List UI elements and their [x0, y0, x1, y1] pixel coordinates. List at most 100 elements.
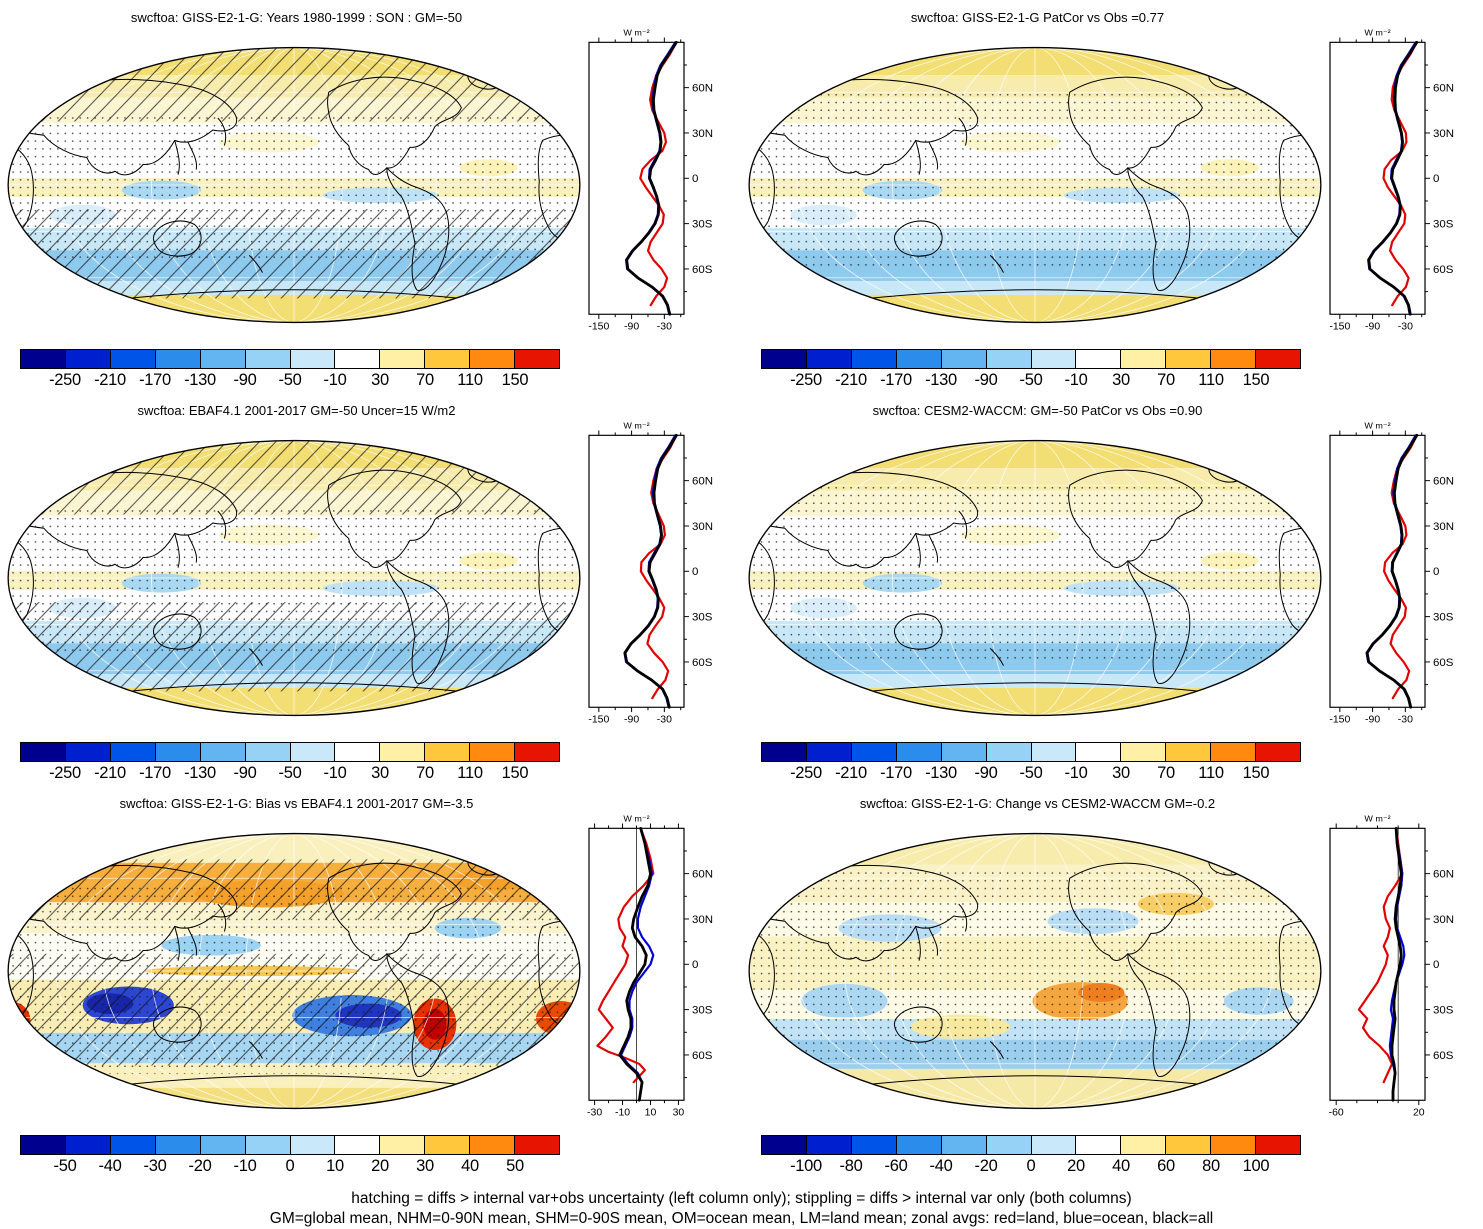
- panel-title: swcftoa: GISS-E2-1-G: Change vs CESM2-WA…: [859, 796, 1216, 811]
- colorbar-tick-label: -10: [323, 371, 347, 389]
- colorbar-cell: [379, 350, 425, 368]
- colorbar-tick-label: 110: [1198, 764, 1224, 782]
- colorbar-tick-label: 150: [1242, 371, 1270, 389]
- svg-text:60S: 60S: [1433, 264, 1453, 276]
- caption-line-2: GM=global mean, NHM=0-90N mean, SHM=0-90…: [269, 1210, 1214, 1228]
- colorbar-cell: [21, 1136, 65, 1154]
- panel-body: W m⁻² -150 -90 -30 60N 30N 0 30S 60S: [745, 27, 1483, 343]
- colorbar-cells: [761, 349, 1301, 369]
- svg-text:30S: 30S: [692, 612, 712, 624]
- colorbar-tick-label: 100: [1242, 1157, 1270, 1175]
- colorbar-cell: [1165, 1136, 1211, 1154]
- colorbar-cell: [850, 743, 896, 761]
- world-map-climatology: [748, 46, 1322, 324]
- svg-text:W m⁻²: W m⁻²: [623, 814, 649, 824]
- colorbar-cell: [379, 1136, 425, 1154]
- panel-title: swcftoa: GISS-E2-1-G: Years 1980-1999 : …: [130, 10, 463, 25]
- svg-text:30N: 30N: [1433, 128, 1454, 140]
- colorbar-cell: [895, 1136, 941, 1154]
- colorbar-tick-label: 150: [1242, 764, 1270, 782]
- svg-text:60N: 60N: [692, 476, 713, 488]
- svg-text:60S: 60S: [692, 264, 712, 276]
- colorbar-tick-label: -40: [98, 1157, 122, 1175]
- colorbar-tick-label: -90: [233, 371, 257, 389]
- svg-text:30N: 30N: [1433, 914, 1454, 926]
- svg-text:0: 0: [1433, 566, 1439, 578]
- colorbar-tick-label: -210: [835, 371, 867, 389]
- colorbar-cell: [1210, 350, 1256, 368]
- svg-text:W m⁻²: W m⁻²: [1364, 814, 1390, 824]
- panel-body: W m⁻² -30 -10 10 30 60N 30N 0 30S 60S: [4, 813, 743, 1129]
- colorbar-cell: [154, 1136, 200, 1154]
- colorbar-cell: [1165, 350, 1211, 368]
- colorbar-cell: [940, 1136, 986, 1154]
- colorbar-tick-label: -170: [139, 764, 171, 782]
- svg-text:W m⁻²: W m⁻²: [1364, 28, 1390, 38]
- colorbar-tick-label: 40: [461, 1157, 479, 1175]
- colorbar-tick-label: 40: [1112, 1157, 1130, 1175]
- svg-text:0: 0: [692, 173, 698, 185]
- colorbar-cell: [469, 1136, 515, 1154]
- colorbar-cell: [1120, 1136, 1166, 1154]
- svg-text:-150: -150: [1329, 322, 1350, 333]
- zonal-mean-plot: W m⁻² -150 -90 -30 60N 30N 0 30S 60S: [588, 421, 713, 726]
- zonal-mean-plot: W m⁻² -150 -90 -30 60N 30N 0 30S 60S: [1329, 421, 1454, 726]
- colorbar-tick-label: -130: [925, 371, 957, 389]
- colorbar: -250 -210 -170 -130 -90 -50 -10 30 70 110 150: [20, 742, 560, 784]
- colorbar-tick-label: -130: [184, 371, 216, 389]
- colorbar-tick-label: 150: [501, 371, 529, 389]
- colorbar-cell: [940, 743, 986, 761]
- colorbar-cell: [289, 350, 335, 368]
- colorbar-cell: [850, 1136, 896, 1154]
- panel-grid: swcftoa: GISS-E2-1-G: Years 1980-1999 : …: [2, 6, 1481, 1185]
- colorbar: -100 -80 -60 -40 -20 0 20 40 60 80 100: [761, 1135, 1301, 1177]
- colorbar-cell: [1030, 350, 1076, 368]
- colorbar-tick-label: -90: [233, 764, 257, 782]
- colorbar: -50 -40 -30 -20 -10 0 10 20 30 40 50: [20, 1135, 560, 1177]
- colorbar-cell: [244, 1136, 290, 1154]
- colorbar-cell: [109, 350, 155, 368]
- colorbar-cell: [424, 350, 470, 368]
- svg-text:-30: -30: [1398, 715, 1413, 726]
- colorbar-labels: -50 -40 -30 -20 -10 0 10 20 30 40 50: [20, 1157, 560, 1177]
- panel-cesm2-waccm: swcftoa: CESM2-WACCM: GM=-50 PatCor vs O…: [743, 399, 1483, 792]
- panel-title: swcftoa: CESM2-WACCM: GM=-50 PatCor vs O…: [872, 403, 1203, 418]
- panel-giss-change: swcftoa: GISS-E2-1-G: Change vs CESM2-WA…: [743, 792, 1483, 1185]
- colorbar-cell: [1210, 1136, 1256, 1154]
- colorbar-cell: [154, 350, 200, 368]
- colorbar-tick-label: 70: [1157, 764, 1175, 782]
- svg-text:30N: 30N: [692, 128, 713, 140]
- colorbar-cell: [895, 350, 941, 368]
- world-map-climatology: [7, 439, 581, 717]
- colorbar-cell: [1075, 1136, 1121, 1154]
- colorbar-cell: [334, 743, 380, 761]
- svg-text:0: 0: [1433, 173, 1439, 185]
- zonal-mean-plot: W m⁻² -30 -10 10 30 60N 30N 0 30S 60S: [587, 814, 713, 1119]
- panel-body: W m⁻² -60 20 60N 30N 0 30S 60S: [745, 813, 1483, 1129]
- colorbar-tick-label: -10: [233, 1157, 257, 1175]
- panel-giss-patcor: swcftoa: GISS-E2-1-G PatCor vs Obs =0.77…: [743, 6, 1483, 399]
- svg-text:W m⁻²: W m⁻²: [623, 28, 649, 38]
- svg-text:30S: 30S: [1433, 612, 1453, 624]
- colorbar-cell: [379, 743, 425, 761]
- zonal-mean-plot: W m⁻² -150 -90 -30 60N 30N 0 30S 60S: [1329, 28, 1454, 333]
- svg-text:-150: -150: [588, 715, 609, 726]
- zonal-mean-plot: W m⁻² -60 20 60N 30N 0 30S 60S: [1329, 814, 1454, 1119]
- colorbar-tick-label: -60: [884, 1157, 908, 1175]
- colorbar-cell: [289, 1136, 335, 1154]
- svg-text:-60: -60: [1329, 1108, 1344, 1119]
- colorbar-tick-label: -10: [323, 764, 347, 782]
- svg-text:30N: 30N: [692, 914, 713, 926]
- colorbar-tick-label: 30: [1112, 371, 1130, 389]
- colorbar-tick-label: 30: [416, 1157, 434, 1175]
- colorbar-cell: [805, 1136, 851, 1154]
- colorbar-tick-label: -80: [839, 1157, 863, 1175]
- svg-text:10: 10: [645, 1108, 657, 1119]
- colorbar-cell: [1075, 743, 1121, 761]
- svg-text:-150: -150: [588, 322, 609, 333]
- caption-line-1: hatching = diffs > internal var+obs unce…: [351, 1190, 1132, 1207]
- colorbar-tick-label: 30: [371, 764, 389, 782]
- colorbar-tick-label: 30: [371, 371, 389, 389]
- colorbar-labels: -250 -210 -170 -130 -90 -50 -10 30 70 110 150: [761, 764, 1301, 784]
